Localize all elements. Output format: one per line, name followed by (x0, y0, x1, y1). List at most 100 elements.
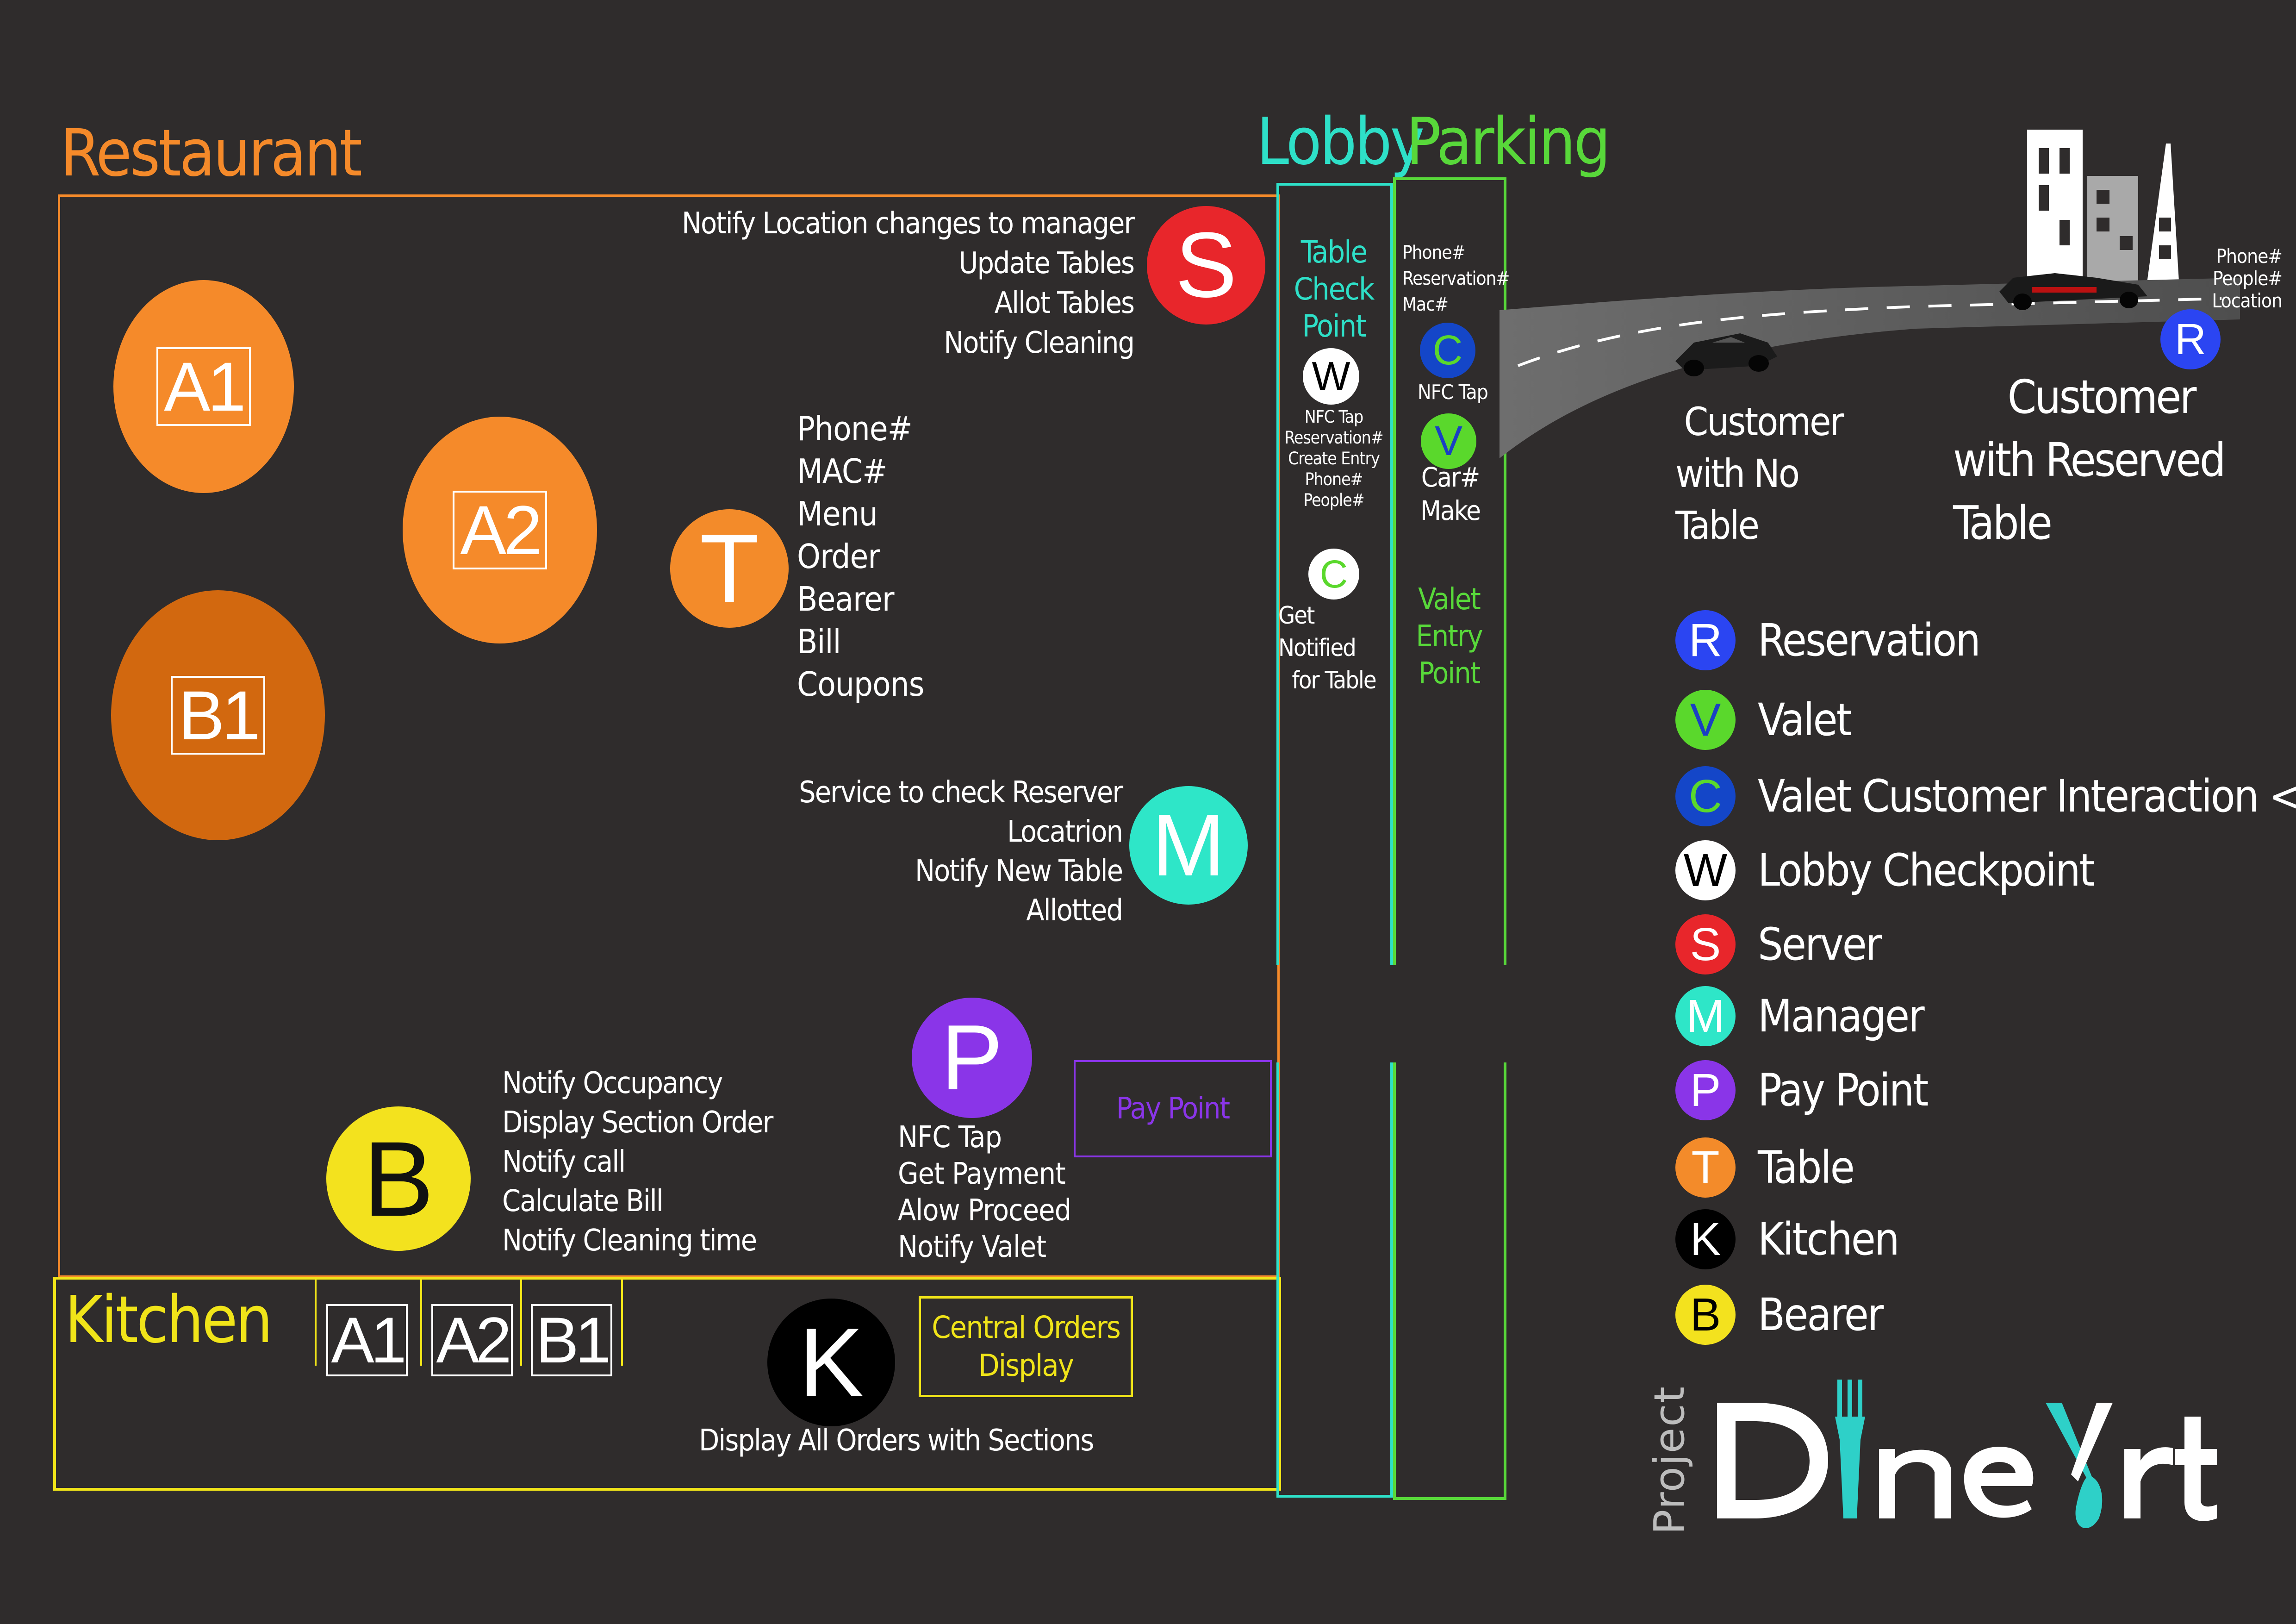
legend-label: Bearer (1758, 1289, 1884, 1341)
kitchen-section-b1[interactable]: B1 (531, 1296, 612, 1384)
checkpoint-note: Reservation# (1284, 428, 1383, 448)
reservation-note: Location (2212, 289, 2283, 312)
manager-notes: Service to check Reserver Locatrion Noti… (694, 773, 1123, 931)
table-note: Bearer (797, 580, 895, 618)
server-note: Allot Tables (994, 286, 1135, 320)
pay-point-label: Pay Point (1116, 1092, 1230, 1126)
legend-item-checkpoint: W Lobby Checkpoint (1675, 840, 2095, 900)
table-a1[interactable]: A1 (113, 280, 294, 493)
dineart-logo-icon (1717, 1380, 2217, 1529)
valet-note: Car# (1421, 462, 1481, 493)
lobby-checkpoint-notes: NFC Tap Reservation# Create Entry Phone#… (1278, 406, 1389, 511)
parking-top-notes: Phone# Reservation# Mac# (1402, 240, 1510, 318)
legend-item-server: S Server (1675, 914, 1882, 974)
manager-note: Locatrion (1007, 815, 1123, 849)
legend-label: Valet (1758, 694, 1852, 746)
parking-valet-notes: Car# Make (1396, 461, 1505, 527)
section-label: A2 (431, 1304, 513, 1376)
server-node[interactable]: S (1147, 206, 1265, 325)
entry-word: Entry (1416, 619, 1483, 654)
table-note: Coupons (797, 665, 924, 704)
kitchen-icon: K (1675, 1209, 1736, 1269)
legend-item-valet: V Valet (1675, 690, 1852, 750)
legend-item-manager: M Manager (1675, 986, 1925, 1046)
customer-no-table-label: Customer with No Table (1675, 396, 1851, 551)
kitchen-node[interactable]: K (767, 1299, 895, 1426)
customer-label-line: with Reserved Table (1953, 433, 2226, 550)
checkpoint-note: People# (1303, 490, 1364, 510)
parking-valet-interaction-node[interactable]: C (1420, 323, 1475, 378)
table-node-letter: T (699, 514, 759, 623)
legend-item-pay: P Pay Point (1675, 1060, 1929, 1120)
legend-item-bearer: B Bearer (1675, 1285, 1884, 1345)
table-check-point-label: Table Check Point (1278, 234, 1389, 345)
lobby-checkpoint-node[interactable]: W (1303, 348, 1359, 405)
kitchen-section-a2[interactable]: A2 (431, 1296, 513, 1384)
customer-label-line: Customer (1684, 399, 1844, 444)
valet-interaction-letter: C (1319, 552, 1348, 596)
entry-word: Point (1418, 656, 1481, 691)
parking-valet-node[interactable]: V (1421, 413, 1476, 469)
reservation-node[interactable]: R (2160, 309, 2221, 369)
server-note: Notify Location changes to manager (681, 206, 1135, 241)
pay-note: Alow Proceed (898, 1193, 1071, 1228)
checkpoint-word: Table (1300, 234, 1368, 270)
entry-word: Valet (1418, 582, 1481, 617)
pay-notes: NFC Tap Get Payment Alow Proceed Notify … (898, 1119, 1071, 1266)
road-icon (1500, 278, 2240, 458)
checkpoint-letter: W (1312, 353, 1350, 399)
kitchen-divider (520, 1278, 522, 1366)
valet-interaction-letter: C (1432, 327, 1463, 374)
pay-note: Get Payment (898, 1157, 1066, 1191)
manager-icon: M (1675, 986, 1736, 1046)
kitchen-divider (621, 1278, 623, 1366)
checkpoint-note: Create Entry (1288, 449, 1380, 468)
kitchen-divider (420, 1278, 422, 1366)
parking-nfc-note: NFC Tap (1418, 381, 1488, 404)
reservation-icon: R (1675, 610, 1736, 670)
table-a2[interactable]: A2 (403, 417, 597, 643)
table-node[interactable]: T (670, 509, 789, 628)
valet-letter: V (1434, 418, 1463, 464)
bearer-node[interactable]: B (326, 1106, 471, 1251)
pay-note: Notify Valet (898, 1230, 1046, 1264)
parking-note: Reservation# (1402, 268, 1510, 289)
car-icon (1999, 273, 2147, 310)
manager-node[interactable]: M (1129, 786, 1248, 905)
parking-note: Mac# (1402, 294, 1449, 315)
bearer-note: Display Section Order (502, 1106, 773, 1140)
kitchen-section-a1[interactable]: A1 (326, 1296, 408, 1384)
pay-node[interactable]: P (912, 998, 1032, 1118)
central-orders-label: Central Orders (932, 1310, 1121, 1345)
legend-item-kitchen: K Kitchen (1675, 1209, 1900, 1269)
legend-label: Reservation (1758, 614, 1981, 666)
restaurant-title: Restaurant (60, 116, 362, 191)
table-note: Bill (797, 622, 841, 661)
table-label: B1 (171, 676, 265, 755)
pay-point-box[interactable]: Pay Point (1074, 1060, 1272, 1157)
customer-reserved-label: Customer with Reserved Table (1953, 366, 2249, 555)
pay-note: NFC Tap (898, 1120, 1002, 1155)
pay-icon: P (1675, 1060, 1736, 1120)
manager-note: Allotted (1026, 893, 1123, 928)
server-icon: S (1675, 914, 1736, 974)
lobby-area-lower (1276, 1062, 1393, 1498)
parking-area-lower (1393, 1062, 1506, 1500)
table-note: Menu (797, 494, 878, 533)
bearer-note: Notify call (502, 1145, 626, 1179)
server-note: Update Tables (958, 246, 1135, 281)
table-b1[interactable]: B1 (111, 590, 325, 840)
legend-item-table: T Table (1675, 1137, 1855, 1198)
pay-letter: P (941, 1006, 1003, 1109)
server-notes: Notify Location changes to manager Updat… (671, 204, 1135, 363)
legend-label: Manager (1758, 990, 1925, 1042)
legend-item-reservation: R Reservation (1675, 610, 1981, 670)
lobby-valet-interaction-node[interactable]: C (1308, 549, 1359, 600)
bearer-note: Notify Cleaning time (502, 1224, 757, 1258)
valet-icon: V (1675, 690, 1736, 750)
logo-project-text: Project (1645, 1386, 1694, 1535)
parking-area-upper (1393, 177, 1506, 965)
logo-brand: DineArt (1712, 1370, 2221, 1537)
central-orders-display[interactable]: Central Orders Display (919, 1296, 1133, 1397)
valet-entry-point-label: Valet Entry Point (1396, 581, 1502, 692)
